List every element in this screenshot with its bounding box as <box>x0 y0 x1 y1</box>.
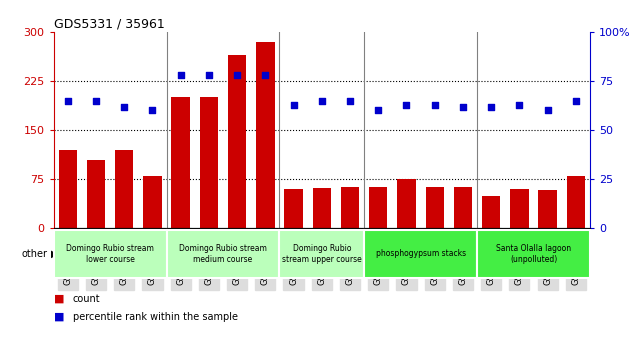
Point <box>373 108 383 113</box>
Text: percentile rank within the sample: percentile rank within the sample <box>73 312 237 322</box>
Bar <box>398 179 416 228</box>
Point <box>232 72 242 78</box>
Text: Santa Olalla lagoon
(unpolluted): Santa Olalla lagoon (unpolluted) <box>496 244 571 264</box>
Point <box>261 72 271 78</box>
Point <box>401 102 411 107</box>
Point <box>430 102 440 107</box>
Bar <box>454 187 472 228</box>
Text: Domingo Rubio
stream upper course: Domingo Rubio stream upper course <box>282 244 362 264</box>
Point <box>543 108 553 113</box>
Text: other: other <box>21 249 47 259</box>
Bar <box>567 176 585 228</box>
Bar <box>200 97 218 228</box>
Point <box>571 98 581 103</box>
Point <box>62 98 73 103</box>
Bar <box>59 150 77 228</box>
Text: GDS5331 / 35961: GDS5331 / 35961 <box>54 18 165 31</box>
Point <box>514 102 524 107</box>
Bar <box>115 150 133 228</box>
Bar <box>87 160 105 228</box>
Point <box>204 72 214 78</box>
Bar <box>172 97 190 228</box>
Bar <box>256 42 274 228</box>
Text: Domingo Rubio stream
lower course: Domingo Rubio stream lower course <box>66 244 154 264</box>
Bar <box>425 187 444 228</box>
Point <box>148 108 158 113</box>
Text: ▶: ▶ <box>50 249 58 259</box>
Text: count: count <box>73 294 100 304</box>
Point <box>119 104 129 109</box>
Bar <box>285 189 303 228</box>
Bar <box>312 188 331 228</box>
Point <box>288 102 298 107</box>
Bar <box>482 195 500 228</box>
Point <box>175 72 186 78</box>
Bar <box>143 176 162 228</box>
Text: ■: ■ <box>54 312 64 322</box>
Bar <box>510 189 529 228</box>
Point <box>486 104 496 109</box>
Point <box>317 98 327 103</box>
Point <box>91 98 101 103</box>
Text: Domingo Rubio stream
medium course: Domingo Rubio stream medium course <box>179 244 267 264</box>
Point <box>345 98 355 103</box>
Bar <box>538 190 557 228</box>
Bar <box>341 187 359 228</box>
Bar <box>369 187 387 228</box>
Point <box>458 104 468 109</box>
Bar <box>228 55 246 228</box>
Text: ■: ■ <box>54 294 64 304</box>
Text: phosphogypsum stacks: phosphogypsum stacks <box>375 250 466 258</box>
